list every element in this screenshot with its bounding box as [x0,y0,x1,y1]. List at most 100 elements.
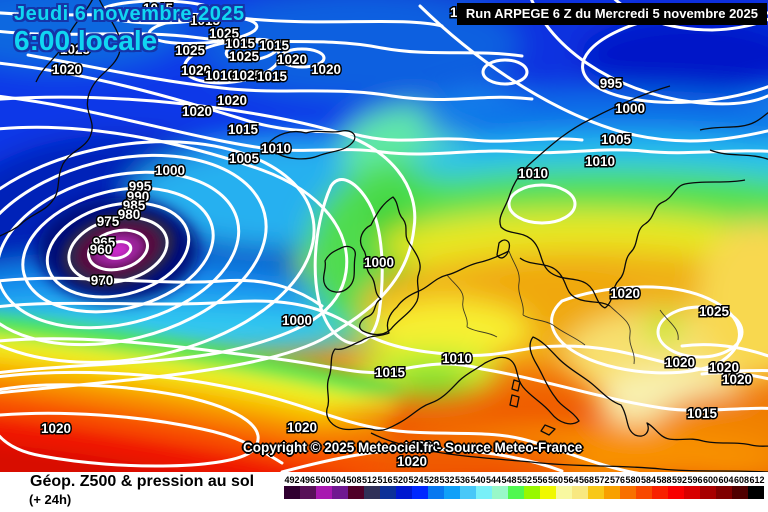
pressure-label: 1015 [687,406,718,421]
copyright-text: Copyright © 2025 Meteociel.fr - Source M… [243,440,583,455]
pressure-label: 1020 [610,286,640,301]
legend-color-cell [684,486,700,499]
pressure-label: 1010 [585,154,615,169]
legend-color-cell [476,486,492,499]
legend-tick-label: 556 [532,475,548,485]
z500-pressure-map: 1015101010101015102510151015102510201025… [0,0,768,473]
pressure-label: 1025 [232,68,263,83]
pressure-label: 1000 [615,101,645,116]
pressure-label: 960 [90,242,113,257]
legend-tick-label: 576 [609,475,626,485]
legend-color-cell [460,486,476,499]
legend-color-cell [444,486,460,499]
pressure-label: 1000 [364,255,394,270]
pressure-label: 1020 [181,63,211,78]
legend-color-cell [732,486,748,499]
pressure-label: 1015 [143,1,174,16]
pressure-label: 1015 [375,365,406,380]
legend-color-cell [716,486,732,499]
legend-color-cell [700,486,716,499]
legend-tick-label: 600 [702,475,719,485]
pressure-label: 1010 [518,166,548,181]
legend-tick-label: 540 [470,475,486,485]
legend-color-cell [396,486,412,499]
legend-tick-label: 496 [299,475,316,485]
pressure-label: 1025 [175,43,206,58]
pressure-label: 1015 [225,36,256,51]
legend-color-cell [300,486,316,499]
legend-color-cell [316,486,332,499]
legend-tick-labels: 492 496 500 504 508 512 516 520 524 528 532 536 540 5… [272,475,768,486]
legend-color-cell [492,486,508,499]
pressure-label: 965 [93,235,116,250]
pressure-label: 1000 [155,163,185,178]
legend-color-cell [412,486,428,499]
pressure-label: 1020 [709,360,739,375]
legend-color-cell [620,486,636,499]
legend-tick-label: 536 [454,475,471,485]
legend-tick-label: 528 [423,475,440,485]
legend-color-cell [348,486,364,499]
forecast-step: (+ 24h) [29,492,72,507]
legend-color-cell [748,486,764,499]
validity-time: 6:00 locale [14,25,158,56]
pressure-label: 1020 [311,62,341,77]
coastlines [0,0,768,473]
pressure-label: 975 [97,214,120,229]
pressure-label: 1000 [282,313,312,328]
legend-tick-label: 532 [439,475,455,485]
deep-low-core [61,212,175,288]
pressure-label: 1020 [722,372,752,387]
pressure-label: 1020 [665,355,695,370]
legend-tick-label: 520 [392,475,409,485]
pressure-label: 1005 [229,151,260,166]
validity-date: Jeudi 6 novembre 2025 [14,3,245,25]
pressure-label: 990 [127,189,150,204]
pressure-label: 995 [600,76,623,91]
pressure-label: 1020 [182,104,212,119]
pressure-label: 1015 [228,122,259,137]
pressure-label: 1015 [259,38,290,53]
pressure-label: 1020 [277,52,307,67]
pressure-label: 985 [123,198,146,213]
legend-tick-label: 508 [346,475,362,485]
legend-color-cell [332,486,348,499]
legend-tick-label: 524 [408,475,424,485]
legend-tick-label: 548 [501,475,517,485]
legend-color-cell [652,486,668,499]
legend-tick-label: 572 [594,475,610,485]
legend-tick-label: 592 [671,475,688,485]
pressure-label: 1020 [217,93,247,108]
legend-color-cell [668,486,684,499]
legend-tick-label: 560 [547,475,564,485]
color-scale-legend: 492 496 500 504 508 512 516 520 524 528 532 536 540 5… [272,475,768,509]
legend-color-cell [524,486,540,499]
pressure-label: 1010 [261,141,291,156]
pressure-labels: 1015101010101015102510151015102510201025… [39,0,753,471]
isobars [0,0,768,473]
legend-tick-label: 552 [516,475,533,485]
product-title: Géop. Z500 & pression au sol [30,473,255,490]
pressure-label: 1025 [209,26,240,41]
legend-tick-label: 544 [485,475,502,485]
legend-color-cell [604,486,620,499]
legend-color-cells [284,486,764,499]
pressure-label: 995 [129,179,152,194]
pressure-label: 1020 [41,421,71,436]
legend-color-cell [508,486,524,499]
legend-color-cell [636,486,652,499]
pressure-label: 1020 [410,439,440,454]
legend-tick-label: 504 [330,475,347,485]
pressure-label: 1025 [60,42,91,57]
legend-tick-label: 500 [315,475,331,485]
legend-tick-label: 564 [563,475,579,485]
legend-tick-label: 580 [625,475,641,485]
legend-tick-label: 608 [733,475,750,485]
validity-datetime: Jeudi 6 novembre 2025 6:00 locale [14,3,245,56]
legend-color-cell [284,486,300,499]
run-info-badge: Run ARPEGE 6 Z du Mercredi 5 novembre 20… [456,3,767,25]
weather-map: 1015101010101015102510151015102510201025… [0,0,768,473]
legend-tick-label: 492 [284,475,300,485]
legend-tick-label: 568 [578,475,595,485]
